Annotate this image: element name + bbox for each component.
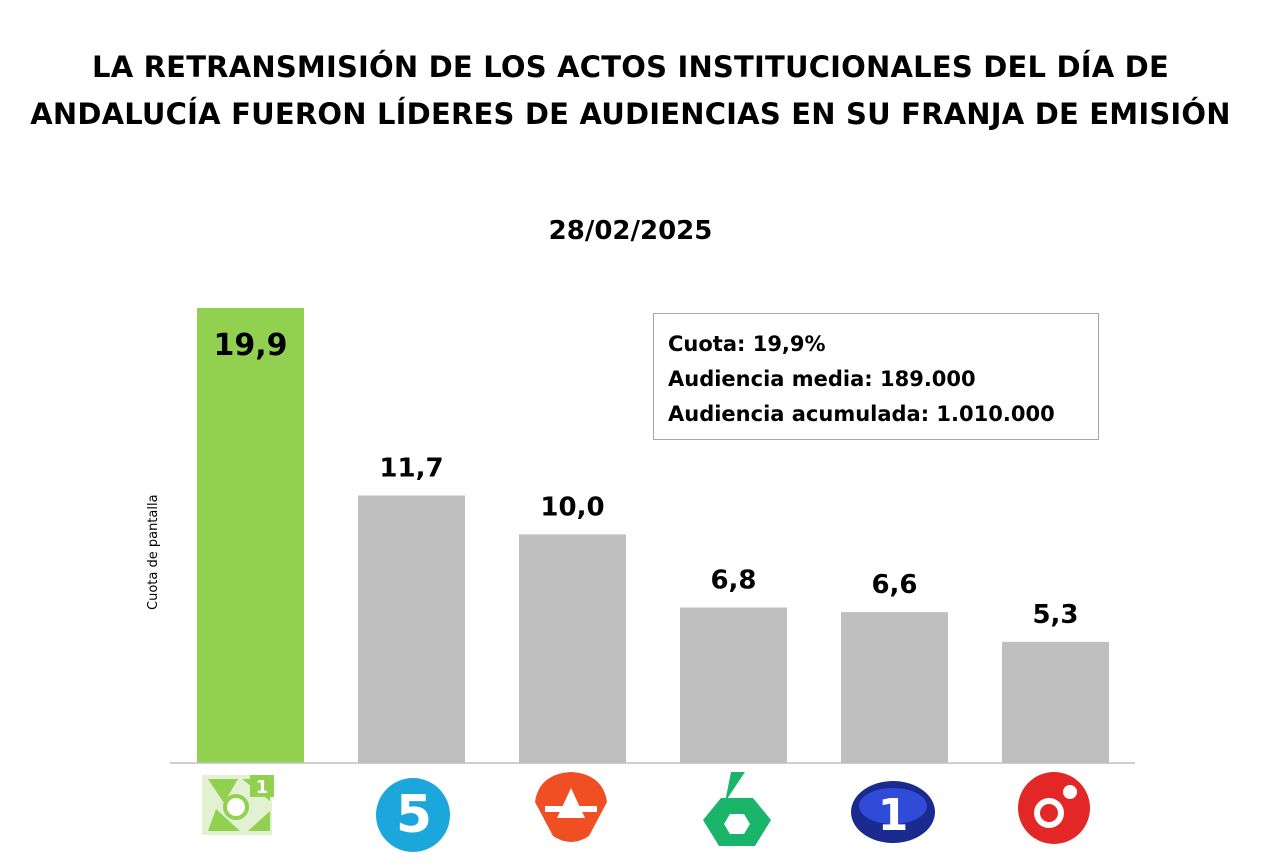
svg-text:1: 1 <box>878 790 909 841</box>
la-sexta-logo <box>703 772 771 846</box>
value-label-telecinco: 11,7 <box>379 453 443 483</box>
bar-telecinco <box>358 495 465 763</box>
info-audiencia-acumulada: Audiencia acumulada: 1.010.000 <box>668 402 1055 426</box>
cuatro-logo <box>1018 772 1090 844</box>
value-label-canal-sur-1: 19,9 <box>213 328 287 363</box>
info-cuota: Cuota: 19,9% <box>668 332 826 356</box>
chart-date: 28/02/2025 <box>548 216 713 246</box>
bar-canal-sur-1 <box>197 308 304 763</box>
info-audiencia-media: Audiencia media: 189.000 <box>668 367 976 391</box>
value-labels-group: 19,9 11,7 10,0 6,8 6,6 5,3 <box>213 328 1078 630</box>
svg-text:1: 1 <box>256 777 269 798</box>
svg-text:5: 5 <box>396 785 432 845</box>
bar-la-1 <box>841 612 948 763</box>
canal-sur-1-logo: 1 <box>202 775 274 835</box>
value-label-la-1: 6,6 <box>871 570 917 600</box>
bars-group <box>197 308 1109 763</box>
antena-3-logo <box>535 772 607 842</box>
info-box: Cuota: 19,9% Audiencia media: 189.000 Au… <box>653 313 1099 440</box>
title-line-1: LA RETRANSMISIÓN DE LOS ACTOS INSTITUCIO… <box>92 50 1169 84</box>
value-label-la-sexta: 6,8 <box>710 566 756 596</box>
telecinco-logo: 5 <box>376 778 450 852</box>
la-1-logo: 1 <box>851 781 935 843</box>
bar-cuatro <box>1002 641 1109 763</box>
value-label-cuatro: 5,3 <box>1032 600 1078 630</box>
bar-antena-3 <box>519 534 626 763</box>
chart-title: LA RETRANSMISIÓN DE LOS ACTOS INSTITUCIO… <box>0 44 1261 138</box>
bar-la-sexta <box>680 607 787 763</box>
value-label-antena-3: 10,0 <box>540 492 604 522</box>
title-line-2: ANDALUCÍA FUERON LÍDERES DE AUDIENCIAS E… <box>30 97 1231 131</box>
